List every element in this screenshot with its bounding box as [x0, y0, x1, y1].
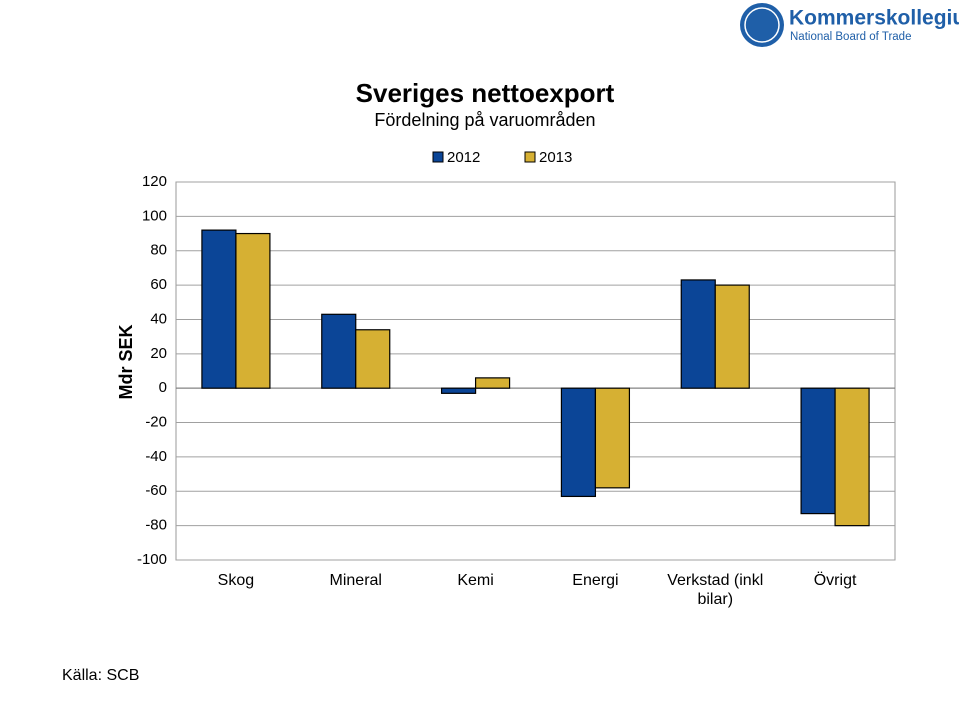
y-tick-label: -80 [145, 517, 167, 534]
chart-subtitle: Fördelning på varuområden [374, 110, 595, 130]
x-tick-label: Mineral [329, 572, 382, 589]
logo-subtitle: National Board of Trade [790, 31, 911, 43]
logo-globe-ring [744, 7, 780, 43]
legend-swatch [432, 151, 444, 163]
y-tick-label: 80 [150, 242, 167, 259]
bar [235, 232, 271, 389]
y-tick-label: 100 [142, 207, 167, 224]
bar [800, 387, 836, 515]
x-tick-label: Skog [217, 572, 255, 589]
bar [355, 329, 391, 389]
x-tick-label: Energi [572, 572, 619, 589]
x-tick-label: Verkstad (inkl bilar) [667, 572, 764, 608]
y-tick-label: -20 [145, 414, 167, 431]
y-axis-label: Mdr SEK [116, 324, 136, 399]
y-tick-label: 0 [159, 379, 167, 396]
x-tick-label: Kemi [457, 572, 494, 589]
y-tick-label: 60 [150, 276, 167, 293]
y-tick-label: -100 [137, 551, 167, 568]
x-tick-label: Övrigt [813, 572, 857, 589]
source: Källa: SCB [62, 667, 139, 684]
bar [474, 377, 511, 389]
logo-name: Kommerskollegium [789, 7, 959, 30]
bar [560, 387, 597, 498]
bar [834, 387, 870, 527]
bar [321, 313, 357, 389]
y-tick-label: -60 [145, 482, 167, 499]
y-tick-label: 20 [150, 345, 167, 362]
y-tick-label: 40 [150, 310, 167, 327]
bar [594, 387, 631, 489]
bar [201, 229, 237, 389]
plot-area [175, 181, 896, 561]
chart-title: Sveriges nettoexport [356, 78, 615, 108]
bar [680, 279, 716, 389]
y-tick-label: -40 [145, 448, 167, 465]
legend-swatch [524, 151, 536, 163]
bar [440, 387, 477, 394]
legend-label: 2013 [539, 149, 572, 166]
legend-label: 2012 [447, 149, 480, 166]
logo-globe [740, 3, 784, 47]
y-tick-label: 120 [142, 173, 167, 190]
bar [714, 284, 750, 389]
